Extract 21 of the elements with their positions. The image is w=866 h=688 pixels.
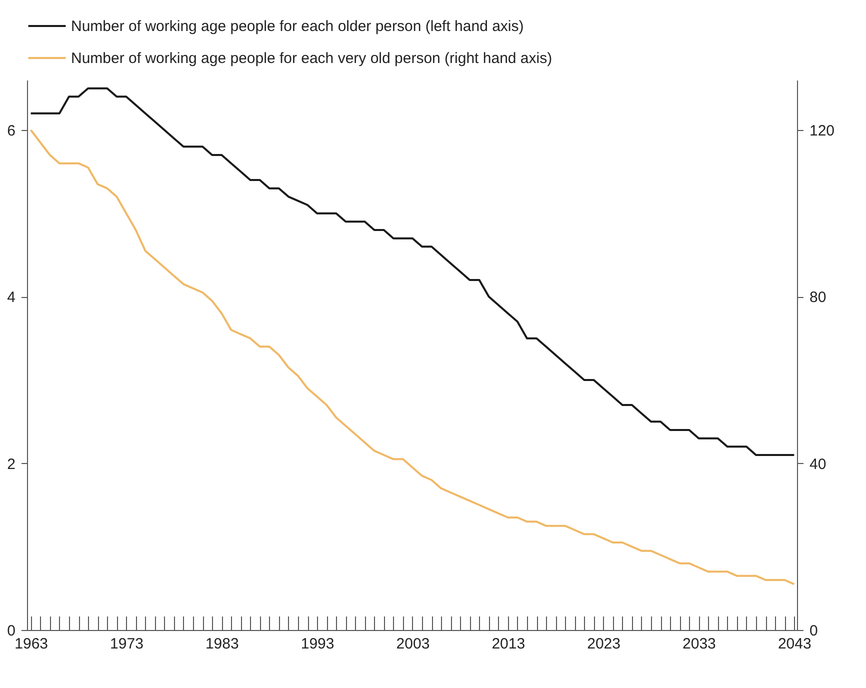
legend-label: Number of working age people for each very old person (right hand axis) (71, 50, 552, 67)
y2-tick-label: 80 (810, 289, 826, 306)
y2-tick-label: 40 (810, 456, 826, 473)
x-tick-label: 1993 (300, 636, 334, 652)
x-tick-label: 2013 (492, 636, 526, 652)
x-tick-label: 2043 (778, 636, 812, 652)
x-tick-label: 1963 (14, 636, 48, 652)
x-tick-label: 1973 (110, 636, 144, 652)
y2-tick-label: 120 (810, 122, 835, 140)
y-tick-label: 4 (7, 289, 16, 306)
x-tick-label: 2033 (682, 636, 716, 652)
x-tick-label: 1983 (205, 636, 239, 652)
line-series (30, 129, 796, 586)
y-tick-label: 0 (7, 622, 16, 640)
y-tick-label: 2 (7, 456, 16, 473)
legend-label: Number of working age people for each older person (left hand axis) (71, 18, 524, 35)
line-series (30, 87, 796, 456)
y-tick-label: 6 (7, 122, 16, 140)
x-tick-label: 2023 (587, 636, 620, 652)
y2-tick-label: 0 (810, 622, 818, 640)
x-tick-label: 2003 (396, 636, 430, 652)
